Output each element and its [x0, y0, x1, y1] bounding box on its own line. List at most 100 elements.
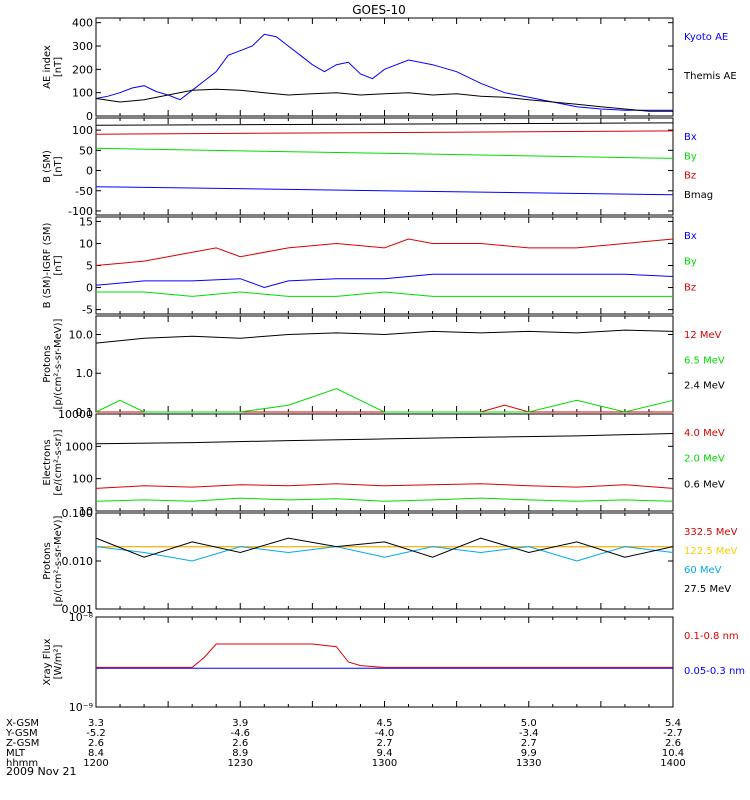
y-tick-label: 50	[79, 144, 93, 157]
panel-electrons: 10 100 1000 10000 Electrons[e/(cm²-s-sr)] 4.0…	[42, 408, 725, 518]
series-line-27-5-mev	[95, 537, 674, 558]
series-line-themis-ae	[95, 88, 673, 112]
figure-title: GOES-10	[352, 3, 406, 17]
legend-entry: 6.5 MeV	[684, 355, 725, 366]
footer-value: -5.2	[86, 728, 106, 739]
panel-frame	[95, 616, 674, 708]
y-axis-label-line: B (SM)-IGRF (SM)	[42, 223, 53, 309]
y-tick-label: 0	[86, 110, 93, 123]
y-tick-label: 300	[72, 40, 93, 53]
panel-b_igrf: -5 0 5 10 15 B (SM)-IGRF (SM)[nT] Bx By Bz	[42, 215, 697, 316]
panel-protons: 0.1 1.0 10.0 Protons[p/(cm²-s-sr-MeV)] 12 Me…	[42, 315, 725, 419]
legend-entry: By	[684, 257, 697, 268]
legend-entry: Bz	[684, 171, 696, 182]
legend-entry: Bx	[684, 231, 697, 242]
footer-value: 10.4	[662, 748, 684, 759]
y-axis-label: B (SM)-IGRF (SM)[nT]	[42, 223, 64, 309]
series-line-bmag	[95, 122, 674, 126]
legend-entry: Kyoto AE	[684, 32, 728, 43]
footer-value: 2.7	[521, 738, 537, 749]
y-tick-label: 0.100	[62, 507, 94, 520]
y-tick-label: 15	[79, 215, 93, 228]
y-axis-label: B (SM)[nT]	[42, 150, 64, 183]
y-tick-label: 10.0	[69, 328, 94, 341]
legend-entry: 0.1-0.8 nm	[684, 631, 739, 642]
footer-value: 3.3	[88, 718, 104, 729]
series-line-bx	[95, 186, 674, 196]
y-tick-label: 10000	[58, 408, 93, 421]
legend-entry: 12 MeV	[684, 330, 722, 341]
orbit-footer: X-GSMY-GSMZ-GSMMLThhmm3.3-5.22.68.412003…	[5, 718, 686, 769]
y-tick-label: 10	[79, 505, 93, 518]
y-axis-label-line: [p/(cm²-s-sr-MeV)]	[53, 515, 64, 606]
footer-value: -4.6	[230, 728, 250, 739]
y-tick-label: 10⁻⁹	[69, 701, 93, 714]
footer-value: 5.4	[665, 718, 681, 729]
y-axis-label-line: AE index	[42, 45, 53, 89]
footer-value: 9.4	[377, 748, 393, 759]
panel-b_sm: -100 -50 0 50 100 B (SM)[nT] Bx By Bz Bmag	[42, 117, 713, 218]
series-line-bz	[95, 130, 674, 135]
y-axis-label: Electrons[e/(cm²-s-sr)]	[42, 429, 64, 495]
panel-xray: 10⁻⁹ 10⁻⁸ Xray Flux[W/m²] 0.1-0.8 nm 0.05-0.…	[42, 611, 745, 714]
footer-value: 8.9	[232, 748, 248, 759]
y-tick-label: 0.010	[62, 555, 94, 568]
legend-entry: Bz	[684, 282, 696, 293]
y-tick-label: 1000	[65, 440, 93, 453]
panel-frame	[95, 413, 674, 512]
y-tick-label: 5	[86, 260, 93, 273]
y-tick-label: 200	[72, 63, 93, 76]
footer-value: 1400	[660, 758, 685, 769]
footer-value: 4.5	[377, 718, 393, 729]
footer-value: -2.7	[663, 728, 683, 739]
y-axis-label-line: [nT]	[53, 57, 64, 77]
legend-entry: 60 MeV	[684, 565, 722, 576]
footer-value: 8.4	[88, 748, 104, 759]
series-line-4-0-mev	[95, 483, 674, 489]
legend-entry: 0.6 MeV	[684, 479, 725, 490]
series-line-0-1-0-8-nm	[96, 643, 673, 668]
y-tick-label: 100	[72, 124, 93, 137]
footer-row-label: Z-GSM	[6, 738, 39, 749]
panel-frame	[95, 512, 674, 610]
footer-value: 1230	[228, 758, 253, 769]
y-tick-label: 100	[72, 87, 93, 100]
y-tick-label: -50	[75, 185, 93, 198]
y-tick-label: 100	[72, 473, 93, 486]
footer-value: -4.0	[375, 728, 395, 739]
y-axis-label-line: Protons	[42, 345, 53, 382]
y-tick-label: 0.1	[76, 406, 94, 419]
footer-row-label: MLT	[6, 748, 26, 759]
series-line-2-0-mev	[95, 497, 674, 502]
y-axis-label-line: [W/m²]	[53, 644, 64, 679]
footer-row-label: hhmm	[6, 758, 38, 769]
legend-entry: 122.5 MeV	[684, 546, 738, 557]
y-tick-label: 0.001	[62, 603, 94, 616]
y-axis-label: Protons[p/(cm²-s-sr-MeV)]	[42, 515, 64, 606]
series-line-bx	[95, 273, 674, 289]
y-axis-label-line: Electrons	[42, 439, 53, 485]
footer-row-label: X-GSM	[6, 718, 39, 729]
footer-value: 2.6	[88, 738, 104, 749]
y-tick-label: 0	[86, 165, 93, 178]
y-axis-label-line: [e/(cm²-s-sr)]	[53, 429, 64, 495]
legend-entry: By	[684, 151, 697, 162]
footer-value: 2.7	[377, 738, 393, 749]
footer-value: 1330	[516, 758, 541, 769]
y-tick-label: 400	[72, 17, 93, 30]
y-tick-label: 0	[86, 282, 93, 295]
footer-value: -3.4	[519, 728, 539, 739]
panel-hi_protons: 0.001 0.010 0.100Protons[p/(cm²-s-sr-MeV)]…	[42, 507, 738, 616]
footer-row-label: Y-GSM	[5, 728, 38, 739]
legend-entry: 0.05-0.3 nm	[684, 666, 745, 677]
series-line-kyoto-ae	[95, 33, 673, 111]
legend-entry: 332.5 MeV	[684, 527, 738, 538]
legend-entry: Bx	[684, 132, 697, 143]
series-line-2-4-mev	[95, 329, 674, 344]
y-axis-label: Protons[p/(cm²-s-sr-MeV)]	[42, 318, 64, 409]
series-line-bz	[95, 238, 674, 266]
series-line-by	[95, 147, 674, 159]
series-line-6-5-mev	[95, 388, 674, 413]
y-tick-label: 1.0	[76, 367, 94, 380]
